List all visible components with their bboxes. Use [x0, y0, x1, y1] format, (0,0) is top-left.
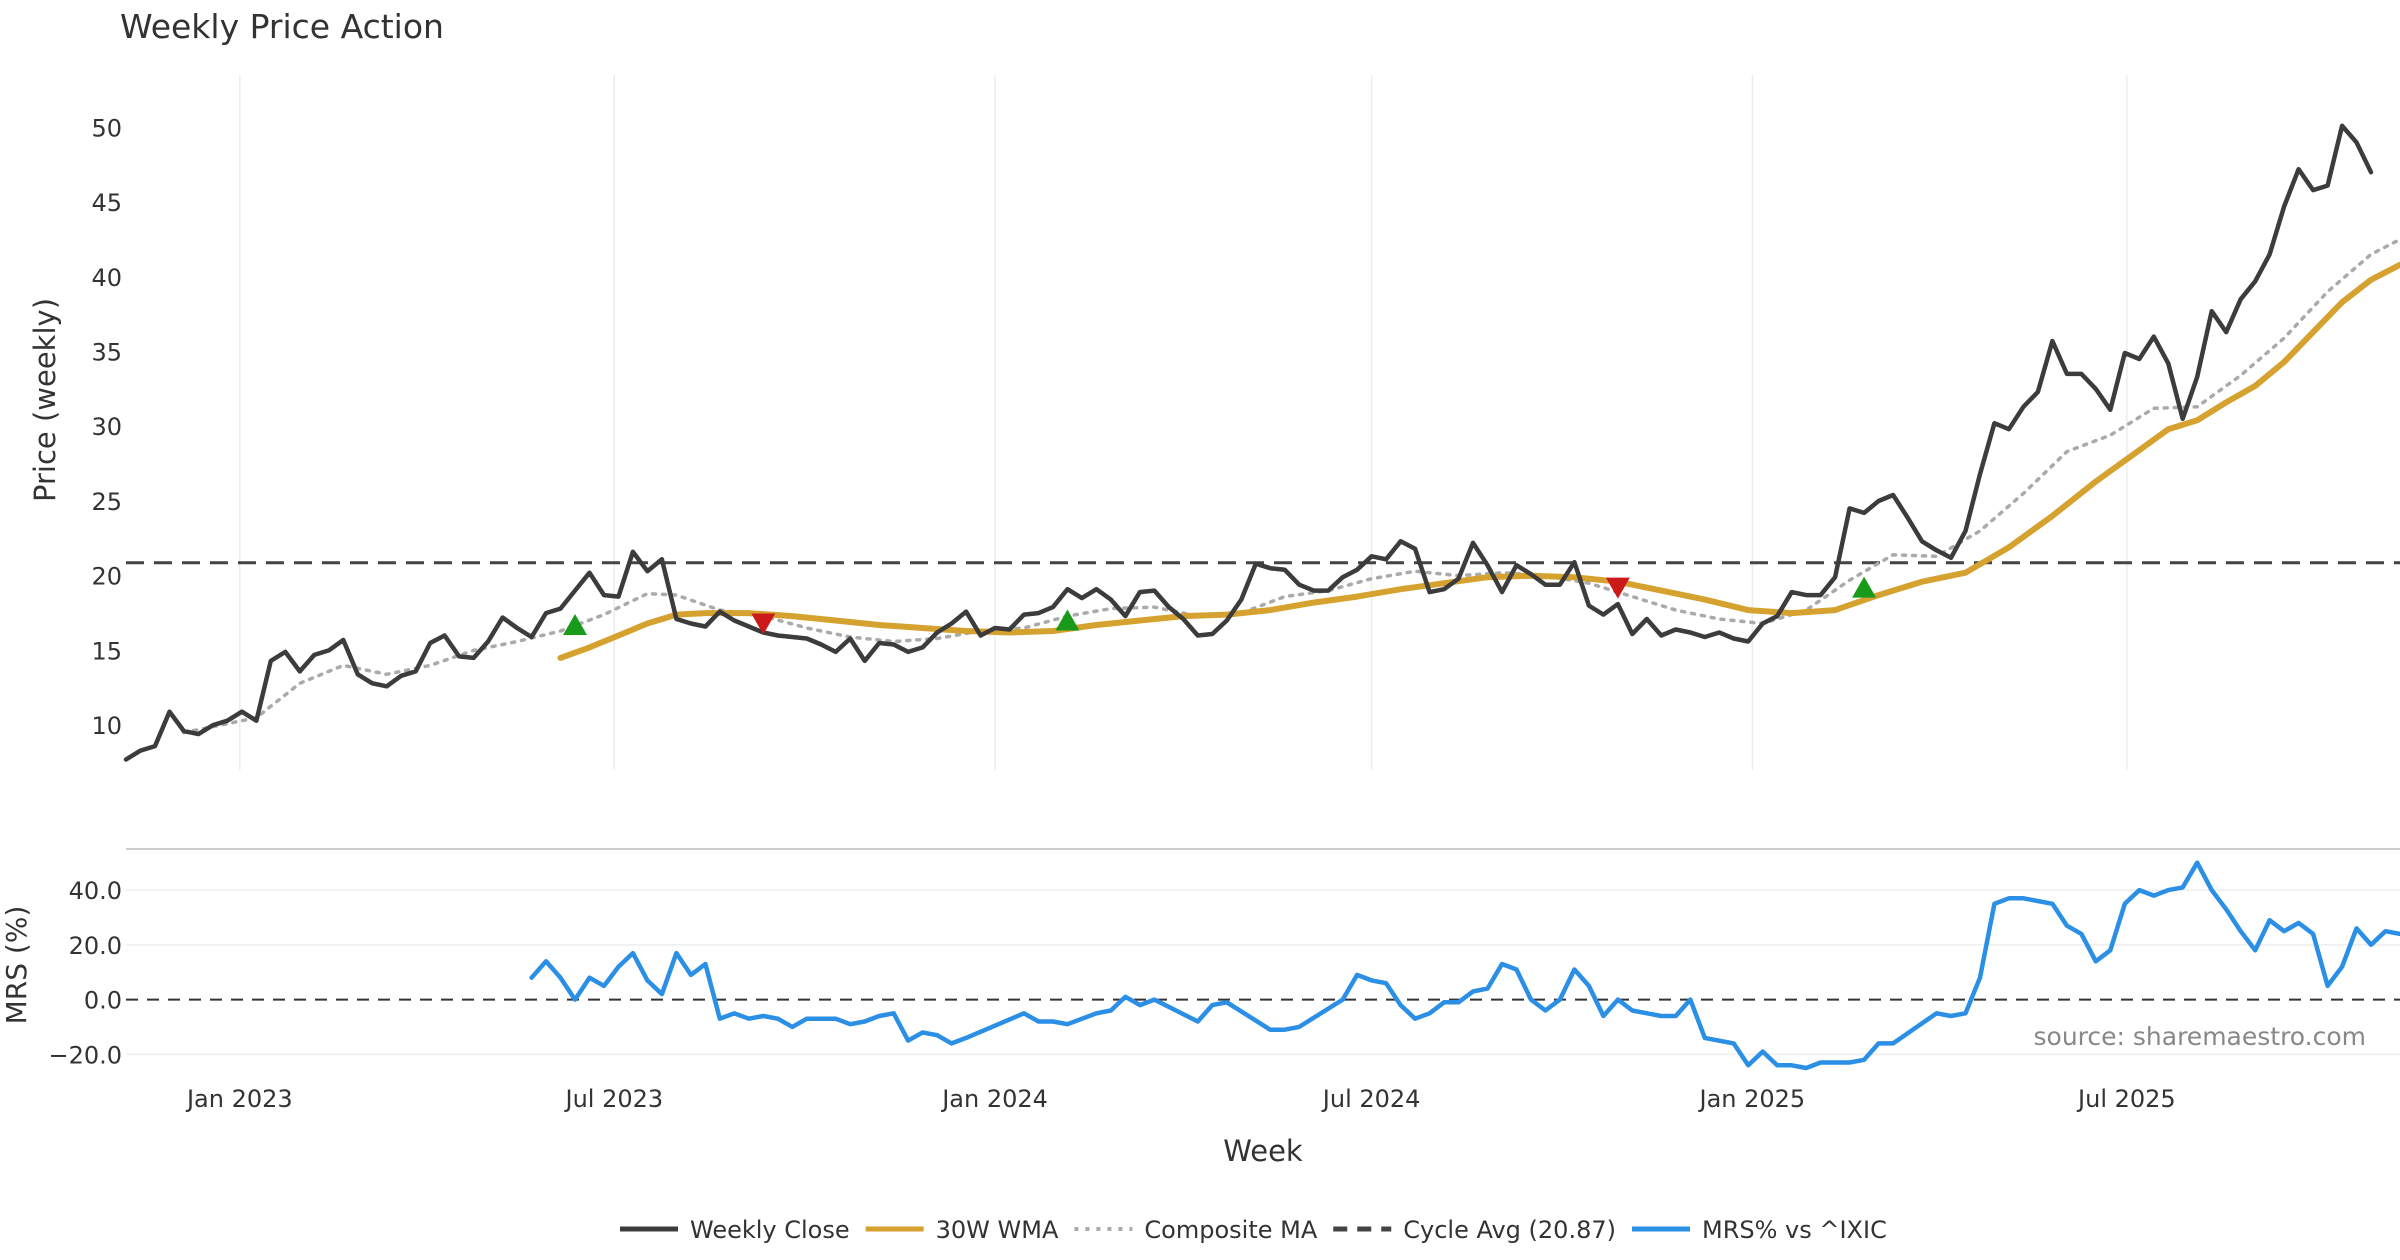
- price-y-axis-label: Price (weekly): [28, 298, 62, 502]
- price-y-tick-label: 15: [91, 637, 122, 665]
- mrs-y-tick-label: 0.0: [84, 987, 122, 1015]
- mrs-panel-gridlines: [126, 889, 2400, 1056]
- buy-signal-marker: [563, 614, 588, 636]
- mrs-y-tick-label: −20.0: [48, 1041, 122, 1069]
- price-y-tick-label: 30: [91, 413, 122, 441]
- x-tick-label: Jan 2023: [185, 1085, 293, 1113]
- mrs-y-tick-label: 20.0: [69, 932, 122, 960]
- buy-signal-marker: [1852, 576, 1877, 598]
- x-tick-label: Jan 2025: [1698, 1085, 1806, 1113]
- x-axis-label: Week: [1223, 1134, 1303, 1168]
- sell-signal-marker: [1605, 577, 1630, 599]
- composite-ma-line: [182, 237, 2400, 735]
- legend: Weekly Close 30W WMA Composite MA Cycle Avg…: [620, 1216, 1887, 1244]
- legend-label-weekly-close: Weekly Close: [690, 1216, 850, 1244]
- x-tick-label: Jul 2025: [2076, 1085, 2176, 1113]
- source-annotation: source: sharemaestro.com: [2034, 1022, 2367, 1051]
- mrs-y-axis: −20.0 0.0 20.0 40.0: [48, 877, 122, 1069]
- legend-label-composite-ma: Composite MA: [1144, 1216, 1317, 1244]
- price-y-tick-label: 25: [91, 488, 122, 516]
- legend-label-30w-wma: 30W WMA: [936, 1216, 1059, 1244]
- mrs-line: [529, 860, 2400, 1071]
- x-tick-label: Jul 2024: [1321, 1085, 1421, 1113]
- price-y-tick-label: 20: [91, 563, 122, 591]
- price-y-tick-label: 45: [91, 189, 122, 217]
- x-tick-label: Jan 2024: [940, 1085, 1048, 1113]
- price-panel-gridlines: [239, 75, 2128, 770]
- price-y-tick-label: 40: [91, 264, 122, 292]
- 30w-wma-line: [557, 261, 2400, 661]
- price-panel-series: [123, 123, 2400, 762]
- price-y-tick-label: 50: [91, 114, 122, 142]
- price-y-tick-label: 35: [91, 339, 122, 367]
- legend-label-mrs-vs-ixic: MRS% vs ^IXIC: [1702, 1216, 1887, 1244]
- price-y-tick-label: 10: [91, 712, 122, 740]
- x-tick-label: Jul 2023: [563, 1085, 663, 1113]
- mrs-panel-series: [529, 860, 2400, 1071]
- legend-label-cycle-avg-20-87: Cycle Avg (20.87): [1403, 1216, 1616, 1244]
- x-axis: Jan 2023 Jul 2023 Jan 2024 Jul 2024 Jan 2025…: [185, 1085, 2176, 1113]
- weekly-close-line: [123, 123, 2374, 762]
- mrs-y-tick-label: 40.0: [69, 877, 122, 905]
- mrs-y-axis-label: MRS (%): [0, 906, 33, 1025]
- chart-title: Weekly Price Action: [120, 7, 444, 46]
- buy-signal-marker: [1055, 609, 1080, 631]
- price-y-axis: 10 15 20 25 30 35 40 45 50: [91, 114, 122, 740]
- price-panel-signals: [563, 576, 1877, 636]
- sell-signal-marker: [751, 613, 776, 635]
